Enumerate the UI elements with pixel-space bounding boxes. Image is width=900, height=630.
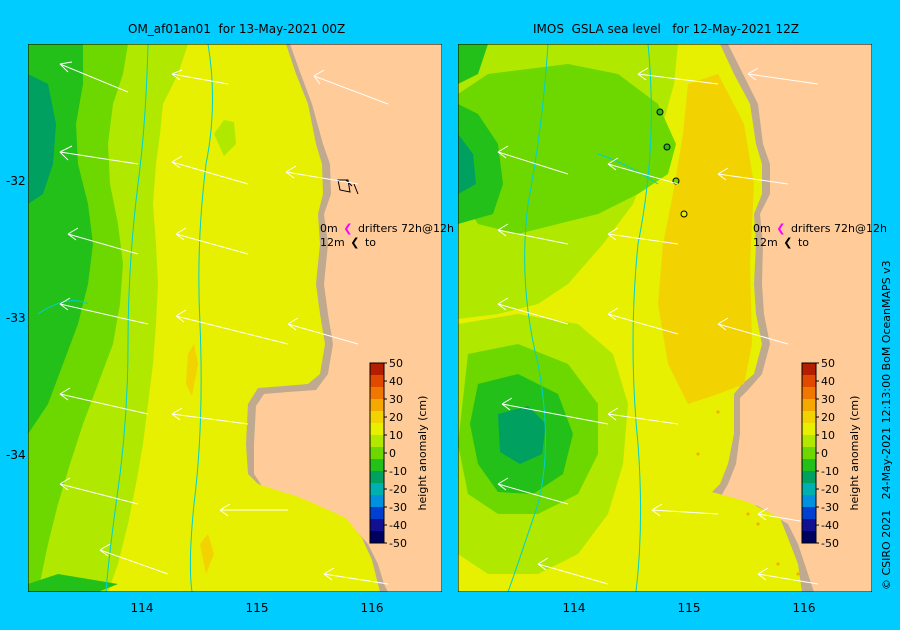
colorbar-swatch xyxy=(370,399,384,412)
colorbar-swatch xyxy=(802,411,816,424)
drifter-depth-12: 12m xyxy=(753,236,778,249)
colorbar-swatch xyxy=(370,375,384,388)
colorbar-swatch xyxy=(370,531,384,544)
colorbar-tick-label: -30 xyxy=(821,501,839,514)
colorbar-swatch xyxy=(370,447,384,460)
colorbar-tick-label: 20 xyxy=(821,411,835,424)
colorbar-tick-label: 50 xyxy=(821,357,835,370)
x-tick-116-left: 116 xyxy=(361,601,384,615)
colorbar-tick-label: -10 xyxy=(389,465,407,478)
credit-text: © CSIRO 2021 24-May-2021 12:13:00 BoM Oc… xyxy=(880,260,893,590)
colorbar-tick-label: 0 xyxy=(389,447,396,460)
colorbar-right: 50 40 30 20 10 0 -10 -20 -30 -40 -50 height anomaly… xyxy=(792,355,872,555)
colorbar-swatch xyxy=(802,471,816,484)
drifter-depth-12: 12m xyxy=(320,236,345,249)
colorbar-swatch xyxy=(370,363,384,376)
colorbar-swatch xyxy=(802,531,816,544)
drifter-depth-0: 0m xyxy=(320,222,338,235)
colorbar-swatch xyxy=(370,483,384,496)
colorbar-swatch xyxy=(802,387,816,400)
colorbar-swatch xyxy=(370,435,384,448)
drifter-arrow-magenta-icon: ❮ xyxy=(343,222,352,235)
drifter-title: drifters 72h@12h xyxy=(791,222,887,235)
colorbar-tick-label: -40 xyxy=(821,519,839,532)
x-tick-115-right: 115 xyxy=(678,601,701,615)
colorbar-tick-label: -10 xyxy=(821,465,839,478)
colorbar-tick-label: 0 xyxy=(821,447,828,460)
colorbar-tick-label: -50 xyxy=(389,537,407,550)
colorbar-swatch xyxy=(802,423,816,436)
colorbar-tick-label: 40 xyxy=(389,375,403,388)
y-tick-minus34: -34 xyxy=(6,448,26,462)
drifter-to: to xyxy=(365,236,376,249)
colorbar-left: 50 40 30 20 10 0 -10 -20 -30 -40 -50 height anomaly… xyxy=(360,355,440,555)
colorbar-swatch xyxy=(802,375,816,388)
colorbar-tick-label: -50 xyxy=(821,537,839,550)
drifter-depth-0: 0m xyxy=(753,222,771,235)
x-tick-114-right: 114 xyxy=(563,601,586,615)
drifter-title: drifters 72h@12h xyxy=(358,222,454,235)
colorbar-tick-label: 20 xyxy=(389,411,403,424)
colorbar-tick-label: 10 xyxy=(821,429,835,442)
colorbar-tick-label: -30 xyxy=(389,501,407,514)
colorbar-tick-label: 40 xyxy=(821,375,835,388)
right-panel-title: IMOS GSLA sea level for 12-May-2021 12Z xyxy=(533,22,799,36)
drifter-arrow-black-icon: ❮ xyxy=(783,236,792,249)
colorbar-tick-label: -20 xyxy=(389,483,407,496)
left-panel-title: OM_af01an01 for 13-May-2021 00Z xyxy=(128,22,345,36)
colorbar-swatch xyxy=(802,447,816,460)
colorbar-swatch xyxy=(370,495,384,508)
y-tick-minus32: -32 xyxy=(6,174,26,188)
y-tick-minus33: -33 xyxy=(6,311,26,325)
colorbar-swatch xyxy=(802,363,816,376)
x-tick-116-right: 116 xyxy=(793,601,816,615)
colorbar-swatch xyxy=(370,459,384,472)
colorbar-swatch xyxy=(370,423,384,436)
colorbar-swatch xyxy=(370,519,384,532)
x-tick-115-left: 115 xyxy=(246,601,269,615)
drifter-arrow-black-icon: ❮ xyxy=(350,236,359,249)
colorbar-swatch xyxy=(802,483,816,496)
colorbar-tick-label: 10 xyxy=(389,429,403,442)
colorbar-swatch xyxy=(802,435,816,448)
colorbar-tick-label: -20 xyxy=(821,483,839,496)
drifter-to: to xyxy=(798,236,809,249)
colorbar-swatch xyxy=(802,507,816,520)
colorbar-swatch xyxy=(802,495,816,508)
colorbar-tick-label: -40 xyxy=(389,519,407,532)
colorbar-swatch xyxy=(802,459,816,472)
x-tick-114-left: 114 xyxy=(131,601,154,615)
colorbar-tick-label: 50 xyxy=(389,357,403,370)
drifter-legend-left: 0m ❮ drifters 72h@12h 12m ❮ to xyxy=(320,222,454,250)
colorbar-swatch xyxy=(802,399,816,412)
colorbar-tick-label: 30 xyxy=(389,393,403,406)
colorbar-swatch xyxy=(370,507,384,520)
colorbar-swatch xyxy=(370,387,384,400)
colorbar-label: height anomaly (cm) xyxy=(416,396,429,511)
colorbar-label: height anomaly (cm) xyxy=(848,396,861,511)
colorbar-swatch xyxy=(370,471,384,484)
colorbar-swatch xyxy=(802,519,816,532)
colorbar-tick-label: 30 xyxy=(821,393,835,406)
colorbar-swatch xyxy=(370,411,384,424)
drifter-legend-right: 0m ❮ drifters 72h@12h 12m ❮ to xyxy=(753,222,887,250)
drifter-arrow-magenta-icon: ❮ xyxy=(776,222,785,235)
